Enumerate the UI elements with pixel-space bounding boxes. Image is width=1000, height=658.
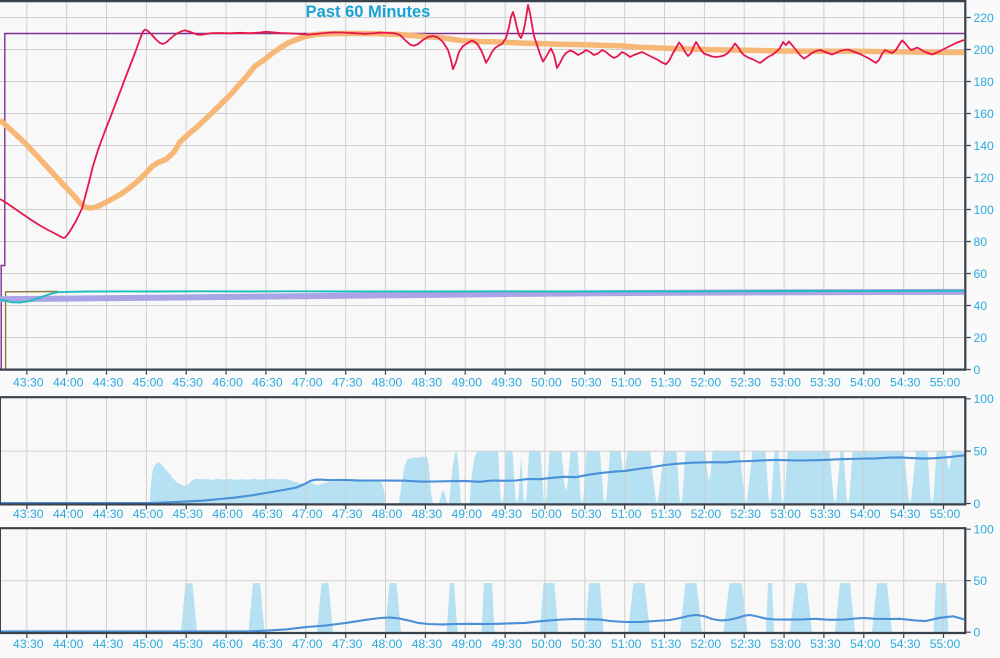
svg-text:200: 200 [974,43,995,57]
svg-text:47:30: 47:30 [332,507,363,521]
svg-text:44:00: 44:00 [53,637,84,651]
svg-text:Past 60 Minutes: Past 60 Minutes [306,3,431,21]
svg-text:45:00: 45:00 [133,507,164,521]
svg-text:220: 220 [974,11,995,25]
svg-text:53:00: 53:00 [770,376,801,390]
svg-text:48:00: 48:00 [372,637,403,651]
svg-text:55:00: 55:00 [930,637,961,651]
svg-text:54:30: 54:30 [890,637,921,651]
svg-text:49:00: 49:00 [451,637,482,651]
svg-text:50:30: 50:30 [571,637,602,651]
svg-text:50: 50 [974,574,988,588]
svg-text:52:30: 52:30 [730,507,761,521]
svg-text:54:30: 54:30 [890,376,921,390]
svg-text:100: 100 [974,523,995,537]
svg-text:50:00: 50:00 [531,376,562,390]
svg-text:54:00: 54:00 [850,507,881,521]
svg-text:49:30: 49:30 [491,376,522,390]
svg-text:54:00: 54:00 [850,637,881,651]
svg-text:52:00: 52:00 [691,376,722,390]
svg-text:50:00: 50:00 [531,637,562,651]
svg-text:53:00: 53:00 [770,507,801,521]
svg-text:44:00: 44:00 [53,507,84,521]
svg-text:43:30: 43:30 [13,507,44,521]
svg-text:49:00: 49:00 [451,507,482,521]
svg-text:43:30: 43:30 [13,637,44,651]
svg-text:160: 160 [974,107,995,121]
svg-text:180: 180 [974,75,995,89]
svg-text:53:30: 53:30 [810,637,841,651]
svg-text:48:30: 48:30 [412,637,443,651]
svg-text:45:30: 45:30 [172,376,203,390]
svg-text:51:00: 51:00 [611,507,642,521]
svg-text:44:00: 44:00 [53,376,84,390]
svg-text:52:00: 52:00 [691,637,722,651]
svg-text:47:30: 47:30 [332,637,363,651]
svg-text:51:30: 51:30 [651,507,682,521]
svg-text:80: 80 [974,235,988,249]
svg-text:45:30: 45:30 [172,637,203,651]
svg-text:48:30: 48:30 [412,376,443,390]
svg-text:50:30: 50:30 [571,376,602,390]
svg-text:46:30: 46:30 [252,637,283,651]
svg-text:45:00: 45:00 [133,637,164,651]
svg-text:47:00: 47:00 [292,637,323,651]
svg-text:40: 40 [974,299,988,313]
svg-text:48:30: 48:30 [412,507,443,521]
svg-text:54:00: 54:00 [850,376,881,390]
svg-text:52:30: 52:30 [730,637,761,651]
svg-text:0: 0 [974,626,981,640]
svg-text:46:00: 46:00 [212,376,243,390]
svg-text:47:00: 47:00 [292,507,323,521]
svg-text:20: 20 [974,331,988,345]
svg-text:49:00: 49:00 [451,376,482,390]
svg-text:51:00: 51:00 [611,376,642,390]
svg-text:44:30: 44:30 [93,376,124,390]
svg-text:46:30: 46:30 [252,376,283,390]
svg-text:53:30: 53:30 [810,507,841,521]
svg-text:0: 0 [974,497,981,511]
svg-text:46:00: 46:00 [212,637,243,651]
svg-text:52:00: 52:00 [691,507,722,521]
svg-text:44:30: 44:30 [93,507,124,521]
svg-text:49:30: 49:30 [491,637,522,651]
svg-text:48:00: 48:00 [372,507,403,521]
svg-text:100: 100 [974,392,995,406]
svg-text:55:00: 55:00 [930,507,961,521]
svg-text:100: 100 [974,203,995,217]
svg-text:47:30: 47:30 [332,376,363,390]
svg-text:43:30: 43:30 [13,376,44,390]
svg-text:52:30: 52:30 [730,376,761,390]
svg-text:45:00: 45:00 [133,376,164,390]
svg-text:55:00: 55:00 [930,376,961,390]
svg-text:53:30: 53:30 [810,376,841,390]
svg-text:51:00: 51:00 [611,637,642,651]
svg-text:50:00: 50:00 [531,507,562,521]
svg-text:44:30: 44:30 [93,637,124,651]
svg-text:46:00: 46:00 [212,507,243,521]
svg-text:50: 50 [974,444,988,458]
svg-text:45:30: 45:30 [172,507,203,521]
svg-text:46:30: 46:30 [252,507,283,521]
svg-text:53:00: 53:00 [770,637,801,651]
svg-text:51:30: 51:30 [651,376,682,390]
svg-text:140: 140 [974,139,995,153]
svg-text:51:30: 51:30 [651,637,682,651]
svg-text:0: 0 [974,363,981,377]
svg-text:54:30: 54:30 [890,507,921,521]
svg-text:48:00: 48:00 [372,376,403,390]
svg-text:120: 120 [974,171,995,185]
svg-text:47:00: 47:00 [292,376,323,390]
svg-text:49:30: 49:30 [491,507,522,521]
svg-text:60: 60 [974,267,988,281]
svg-text:50:30: 50:30 [571,507,602,521]
